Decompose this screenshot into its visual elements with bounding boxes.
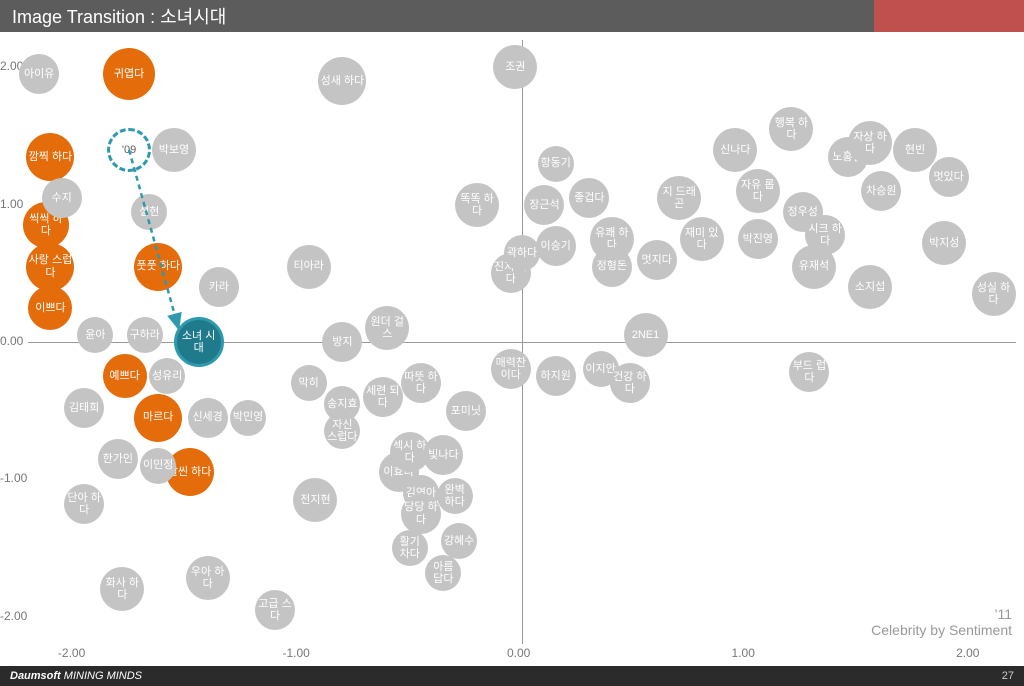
bubble: 당당 하다 bbox=[401, 494, 441, 534]
bubble: 전지현 bbox=[293, 478, 337, 522]
bubble: 좋겁다 bbox=[569, 178, 609, 218]
y-tick-label: 1.00 bbox=[0, 197, 23, 211]
y-tick-label: 0.00 bbox=[0, 334, 23, 348]
bubble: 고급 스다 bbox=[255, 590, 295, 630]
bubble: 마르다 bbox=[134, 394, 182, 442]
bubble: 사랑 스럽다 bbox=[26, 243, 74, 291]
bubble: 박보영 bbox=[152, 128, 196, 172]
bubble: 현빈 bbox=[893, 128, 937, 172]
bubble: 부드 럽다 bbox=[789, 352, 829, 392]
bubble: 화사 하다 bbox=[100, 567, 144, 611]
bubble: 하지원 bbox=[536, 356, 576, 396]
bubble: 자상 하다 bbox=[848, 121, 892, 165]
bubble: 차승원 bbox=[861, 171, 901, 211]
bubble: 멋있다 bbox=[929, 157, 969, 197]
bubble: 자유 롭다 bbox=[736, 169, 780, 213]
bubble: 세련 되다 bbox=[363, 377, 403, 417]
bubble: 예쁘다 bbox=[103, 354, 147, 398]
bubble: 조권 bbox=[493, 45, 537, 89]
bubble: 멋지다 bbox=[637, 240, 677, 280]
bubble: 구하라 bbox=[127, 317, 163, 353]
bubble: 재미 있다 bbox=[680, 217, 724, 261]
bubble: 지 드래곤 bbox=[657, 176, 701, 220]
bubble: 이쁘다 bbox=[28, 286, 72, 330]
bubble: 건강 하다 bbox=[610, 363, 650, 403]
bubble: 박민영 bbox=[230, 400, 266, 436]
bubble: 아름 답다 bbox=[425, 555, 461, 591]
x-tick-label: 2.00 bbox=[956, 646, 979, 660]
bubble: 박진영 bbox=[738, 219, 778, 259]
bubble: 수지 bbox=[42, 178, 82, 218]
bubble: '09 bbox=[107, 128, 151, 172]
bubble: 방지 bbox=[322, 322, 362, 362]
page-number: 27 bbox=[1002, 670, 1014, 682]
y-tick-label: -2.00 bbox=[0, 609, 27, 623]
bubble: 똑똑 하다 bbox=[455, 183, 499, 227]
bubble: 완벽 하다 bbox=[437, 478, 473, 514]
bubble: 풋풋 하다 bbox=[134, 243, 182, 291]
header-bar: Image Transition : 소녀시대 bbox=[0, 0, 1024, 32]
bubble: 매력찬 이다 bbox=[491, 349, 531, 389]
bubble: 깜찍 하다 bbox=[26, 133, 74, 181]
bubble: 성실 하다 bbox=[972, 272, 1016, 316]
chart-caption: '11Celebrity by Sentiment bbox=[871, 606, 1012, 638]
bubble: 우아 하다 bbox=[186, 556, 230, 600]
bubble: 이민정 bbox=[140, 448, 176, 484]
bubble: 소녀 시대 bbox=[174, 317, 224, 367]
bubble: 활기 차다 bbox=[392, 530, 428, 566]
bubble: 곽하다 bbox=[504, 235, 540, 271]
bubble: 박지성 bbox=[922, 221, 966, 265]
bubble: 한가인 bbox=[98, 439, 138, 479]
bubble: 이승기 bbox=[536, 226, 576, 266]
bubble: 정형돈 bbox=[592, 247, 632, 287]
bubble: 카라 bbox=[199, 267, 239, 307]
bubble: 아이유 bbox=[19, 54, 59, 94]
bubble: 막히 bbox=[291, 365, 327, 401]
page-title: Image Transition : 소녀시대 bbox=[12, 3, 226, 29]
y-tick-label: -1.00 bbox=[0, 471, 27, 485]
bubble: 단아 하다 bbox=[64, 484, 104, 524]
x-tick-label: 1.00 bbox=[732, 646, 755, 660]
header-accent bbox=[874, 0, 1024, 32]
bubble: 소지섭 bbox=[848, 265, 892, 309]
x-tick-label: -1.00 bbox=[282, 646, 309, 660]
bubble: 김태희 bbox=[64, 388, 104, 428]
bubble: 티아라 bbox=[287, 245, 331, 289]
bubble: 성새 하다 bbox=[318, 57, 366, 105]
bubble: 자신 스럽다 bbox=[324, 413, 360, 449]
bubble: 빛나다 bbox=[423, 435, 463, 475]
bubble: 윤아 bbox=[77, 317, 113, 353]
bubble: 신나다 bbox=[713, 128, 757, 172]
bubble: 강혜수 bbox=[441, 523, 477, 559]
bubble: 행복 하다 bbox=[769, 107, 813, 151]
footer-bar: Daumsoft MINING MINDS 27 bbox=[0, 666, 1024, 686]
x-tick-label: 0.00 bbox=[507, 646, 530, 660]
bubble: 2NE1 bbox=[624, 313, 668, 357]
x-tick-label: -2.00 bbox=[58, 646, 85, 660]
bubble: 귀엽다 bbox=[103, 48, 155, 100]
footer-logo: Daumsoft MINING MINDS bbox=[10, 670, 142, 682]
bubble: 따뜻 하다 bbox=[401, 363, 441, 403]
bubble: 포미닛 bbox=[446, 391, 486, 431]
bubble: 장근석 bbox=[524, 185, 564, 225]
bubble: 원더 걸스 bbox=[365, 306, 409, 350]
bubble: 설현 bbox=[131, 194, 167, 230]
bubble: 신세경 bbox=[188, 398, 228, 438]
scatter-chart: -2.00 -1.00 0.00 1.00 2.00 -2.00 -1.00 0.00 1.00… bbox=[0, 32, 1024, 666]
bubble: 항동기 bbox=[538, 146, 574, 182]
bubble: 시크 하다 bbox=[805, 215, 845, 255]
y-axis bbox=[522, 40, 523, 644]
bubble: 성유리 bbox=[149, 358, 185, 394]
